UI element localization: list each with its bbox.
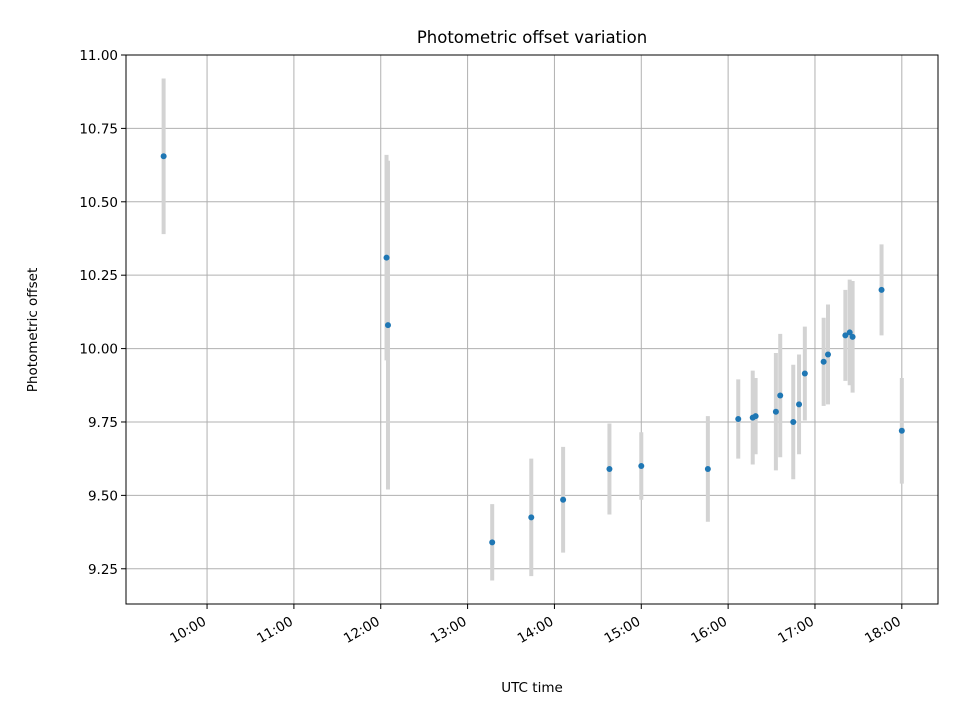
data-point (752, 413, 759, 420)
point-layer (160, 153, 905, 546)
plot-frame (125, 54, 939, 605)
x-axis-ticks: 10:00 11:00 12:00 13:00 14:00 15:00 16:00 17:00… (167, 604, 904, 647)
data-point (801, 370, 808, 377)
data-point (846, 329, 853, 336)
y-tick-label: 11.00 (79, 48, 118, 64)
x-tick-label: 14:00 (515, 614, 557, 647)
x-tick-label: 10:00 (167, 614, 209, 647)
data-point (820, 358, 827, 365)
data-point (772, 408, 779, 415)
y-tick-label: 10.75 (79, 121, 118, 137)
data-point (560, 496, 567, 503)
data-point (606, 465, 613, 472)
data-point (824, 351, 831, 358)
y-axis-label: Photometric offset (25, 268, 41, 392)
x-tick-label: 18:00 (862, 614, 904, 647)
data-point (735, 416, 742, 423)
y-tick-label: 9.50 (88, 488, 118, 504)
data-point (384, 322, 391, 329)
data-point (898, 427, 905, 434)
data-point (842, 332, 849, 339)
x-tick-label: 17:00 (775, 614, 817, 647)
y-tick-label: 9.25 (88, 562, 118, 578)
chart-title: Photometric offset variation (417, 28, 647, 47)
data-point (704, 465, 711, 472)
y-tick-label: 10.25 (79, 268, 118, 284)
x-tick-label: 15:00 (602, 614, 644, 647)
data-point (878, 286, 885, 293)
data-point (796, 401, 803, 408)
data-point (528, 514, 535, 521)
x-tick-label: 11:00 (254, 614, 296, 647)
x-tick-label: 16:00 (688, 614, 730, 647)
y-tick-label: 9.75 (88, 415, 118, 431)
data-point (777, 392, 784, 399)
x-tick-label: 13:00 (428, 614, 470, 647)
data-point (383, 254, 390, 261)
errorbar-layer (161, 78, 904, 581)
y-tick-label: 10.50 (79, 195, 118, 211)
data-point (849, 333, 856, 340)
y-tick-label: 10.00 (79, 342, 118, 358)
x-tick-label: 12:00 (341, 614, 383, 647)
data-point (790, 418, 797, 425)
data-point (638, 463, 645, 470)
x-axis-label: UTC time (501, 680, 563, 696)
y-axis-ticks: 9.25 9.50 9.75 10.00 10.25 10.50 10.75 11.00 (79, 48, 126, 578)
data-point (160, 153, 167, 160)
data-point (489, 539, 496, 546)
